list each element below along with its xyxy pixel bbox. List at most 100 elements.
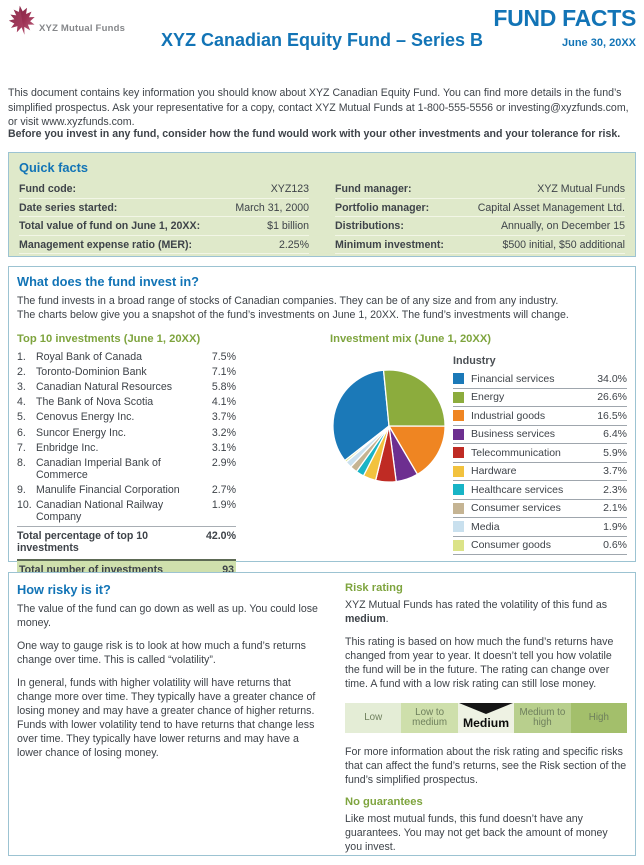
legend-value: 1.9% bbox=[603, 520, 627, 533]
intro-paragraph: This document contains key information y… bbox=[8, 87, 629, 128]
top10-percentage: 5.8% bbox=[211, 380, 236, 393]
top10-title: Top 10 investments (June 1, 20XX) bbox=[17, 333, 201, 345]
quick-facts-row: Total value of fund on June 1, 20XX: $1 b… bbox=[19, 217, 309, 236]
risk-paragraph-2: One way to gauge risk is to look at how … bbox=[17, 640, 306, 666]
fact-value: 2.25% bbox=[278, 238, 309, 251]
legend-swatch-icon bbox=[453, 410, 464, 421]
brand-name: XYZ Mutual Funds bbox=[39, 23, 126, 34]
quick-facts-right: Fund manager: XYZ Mutual Funds Portfolio m… bbox=[335, 180, 625, 254]
top10-rank: 8. bbox=[17, 456, 26, 469]
top10-percentage: 4.1% bbox=[211, 396, 236, 409]
fact-label: Fund manager: bbox=[335, 183, 412, 195]
quick-facts-row: Minimum investment: $500 initial, $50 add… bbox=[335, 236, 625, 254]
legend-label: Financial services bbox=[471, 372, 555, 385]
fact-label: Portfolio manager: bbox=[335, 201, 430, 214]
legend-label: Hardware bbox=[471, 465, 517, 477]
risk-level-label: Medium to high bbox=[519, 706, 566, 728]
quick-facts-row: Portfolio manager: Capital Asset Manageme… bbox=[335, 199, 625, 217]
legend-swatch-icon bbox=[453, 502, 464, 514]
legend-row-hardware: Hardware 3.7% bbox=[453, 463, 627, 481]
legend-value: 5.9% bbox=[603, 446, 627, 459]
fact-value: $500 initial, $50 additional bbox=[502, 238, 625, 251]
risk-level-label: Low bbox=[364, 711, 383, 723]
legend-row-consumer-services: Consumer services 2.1% bbox=[453, 500, 627, 518]
top10-row: 3. Canadian Natural Resources 5.8% bbox=[17, 379, 236, 394]
fact-label: Minimum investment: bbox=[335, 238, 444, 251]
investment-mix-title: Investment mix (June 1, 20XX) bbox=[330, 333, 492, 345]
top10-percentage: 2.9% bbox=[211, 456, 236, 469]
fact-value: XYZ Mutual Funds bbox=[537, 183, 625, 195]
fact-label: Date series started: bbox=[19, 201, 118, 214]
top10-percentage: 1.9% bbox=[211, 499, 236, 512]
top10-percentage: 3.7% bbox=[211, 411, 236, 424]
legend-value: 34.0% bbox=[597, 372, 627, 385]
risk-more-info-paragraph: For more information about the risk rati… bbox=[345, 746, 627, 786]
risk-level-label: High bbox=[588, 711, 609, 723]
risk-rating-value: medium bbox=[345, 613, 386, 625]
no-guarantees-paragraph: Like most mutual funds, this fund doesn’… bbox=[345, 813, 608, 853]
legend-label: Healthcare services bbox=[471, 483, 564, 496]
top10-name: Toronto-Dominion Bank bbox=[36, 365, 147, 378]
top10-row: 4. The Bank of Nova Scotia 4.1% bbox=[17, 395, 236, 410]
document-title: FUND FACTS bbox=[493, 5, 636, 31]
legend-row-business-services: Business services 6.4% bbox=[453, 426, 627, 444]
total-pct-label: Total percentage of top 10 investments bbox=[17, 529, 149, 554]
top10-percentage: 2.7% bbox=[211, 484, 236, 497]
fact-label: Distributions: bbox=[335, 220, 404, 232]
quick-facts-row: Fund code: XYZ123 bbox=[19, 180, 309, 199]
legend-row-media: Media 1.9% bbox=[453, 518, 627, 537]
legend-header: Industry bbox=[453, 355, 496, 367]
top10-row: 5. Cenovus Energy Inc. 3.7% bbox=[17, 410, 236, 425]
legend-label: Consumer goods bbox=[471, 539, 551, 551]
legend-value: 26.6% bbox=[597, 391, 627, 403]
top10-name: Manulife Financial Corporation bbox=[36, 484, 180, 497]
risk-scale: Low Low to medium Medium Medium to high High bbox=[345, 703, 628, 733]
legend-row-financial-services: Financial services 34.0% bbox=[453, 370, 627, 389]
legend-value: 6.4% bbox=[603, 428, 627, 440]
quick-facts-box: Quick facts Fund code: XYZ123 Date series … bbox=[8, 152, 636, 257]
top10-name: Canadian Natural Resources bbox=[36, 380, 173, 393]
legend-label: Telecommunication bbox=[471, 446, 561, 459]
legend-value: 2.1% bbox=[603, 502, 627, 514]
quick-facts-left: Fund code: XYZ123 Date series started: Marc… bbox=[19, 180, 309, 254]
top10-row: 1. Royal Bank of Canada 7.5% bbox=[17, 349, 236, 364]
top10-percentage: 3.2% bbox=[211, 426, 236, 439]
fact-label: Management expense ratio (MER): bbox=[19, 238, 193, 251]
risk-paragraph-3: In general, funds with higher volatility… bbox=[17, 677, 316, 759]
investment-mix-legend: Industry Financial services 34.0% Energy 26… bbox=[453, 355, 627, 555]
fact-label: Fund code: bbox=[19, 183, 77, 195]
top10-rank: 6. bbox=[17, 426, 26, 439]
document-date: June 30, 20XX bbox=[562, 37, 636, 49]
invest-section-box: What does the fund invest in? The fund i… bbox=[8, 266, 636, 581]
top10-name: Enbridge Inc. bbox=[36, 441, 99, 454]
legend-value: 0.6% bbox=[603, 539, 627, 551]
top10-rank: 2. bbox=[17, 365, 26, 378]
top10-rank: 10. bbox=[17, 499, 32, 512]
legend-swatch-icon bbox=[453, 447, 464, 458]
invest-paragraph-1: The fund invests in a broad range of sto… bbox=[17, 295, 559, 307]
top10-rank: 3. bbox=[17, 380, 26, 393]
top10-rank: 7. bbox=[17, 441, 26, 454]
risk-paragraph-1: The value of the fund can go down as wel… bbox=[17, 603, 318, 629]
risk-level-label: Medium bbox=[462, 715, 510, 730]
risk-level-low-to-medium: Low to medium bbox=[401, 703, 458, 733]
risk-rating-paragraph: This rating is based on how much the fun… bbox=[345, 636, 614, 690]
quick-facts-row: Management expense ratio (MER): 2.25% bbox=[19, 236, 309, 254]
legend-row-energy: Energy 26.6% bbox=[453, 389, 627, 407]
risk-level-medium: Medium bbox=[457, 703, 515, 733]
quick-facts-row: Distributions: Annually, on December 15 bbox=[335, 217, 625, 236]
quick-facts-row: Fund manager: XYZ Mutual Funds bbox=[335, 180, 625, 199]
legend-swatch-icon bbox=[453, 539, 464, 551]
pie-slice-industrial-goods bbox=[387, 425, 446, 476]
risk-section-title: How risky is it? bbox=[17, 582, 111, 597]
top10-percentage: 7.1% bbox=[211, 365, 236, 378]
top10-row: 7. Enbridge Inc. 3.1% bbox=[17, 440, 236, 455]
risk-level-label: Low to medium bbox=[412, 706, 448, 728]
top10-name: Suncor Energy Inc. bbox=[36, 426, 127, 439]
pie-slice-consumer-goods bbox=[343, 425, 390, 464]
fund-title: XYZ Canadian Equity Fund – Series B bbox=[160, 30, 484, 50]
quick-facts-title: Quick facts bbox=[19, 160, 88, 175]
investment-mix-pie-chart bbox=[332, 369, 446, 483]
pie-slice-financial-services bbox=[332, 369, 390, 462]
